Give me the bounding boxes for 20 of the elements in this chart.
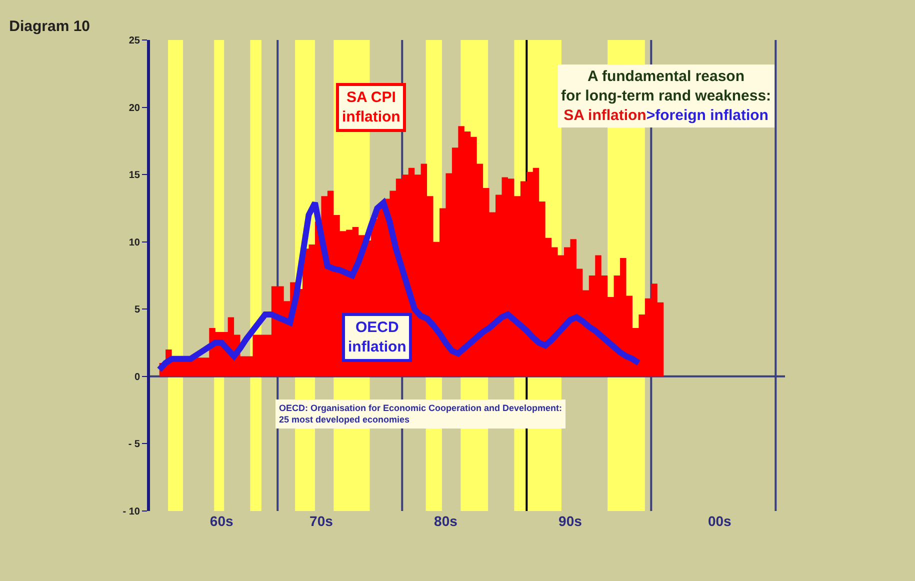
- annotation: OECD: Organisation for Economic Cooperation and Development: 25 most developed economies: [279, 403, 562, 425]
- y-tick-label: 5: [134, 304, 140, 316]
- y-tick-label: - 5: [128, 439, 140, 450]
- y-tick-label: 20: [128, 102, 140, 114]
- x-tick-label: 70s: [310, 513, 334, 529]
- x-tick-label: 90s: [558, 513, 582, 529]
- y-tick-label: - 10: [122, 506, 140, 518]
- annotation: SA inflation: [564, 107, 646, 124]
- x-tick-label: 80s: [434, 513, 458, 529]
- y-tick-label: 15: [128, 170, 140, 182]
- annotation: >foreign inflation: [646, 107, 768, 124]
- text: SA CPI inflation: [342, 89, 400, 126]
- y-tick-label: 10: [128, 237, 140, 248]
- y-tick-label: 0: [134, 372, 140, 383]
- annotation: A fundamental reason for long-term rand weakness:: [561, 68, 772, 104]
- series-label: OECD inflation: [348, 319, 406, 356]
- x-tick-label: 00s: [708, 513, 732, 529]
- chart-title: Diagram 10: [9, 18, 90, 35]
- x-tick-label: 60s: [210, 513, 234, 529]
- y-tick-label: 25: [128, 36, 140, 46]
